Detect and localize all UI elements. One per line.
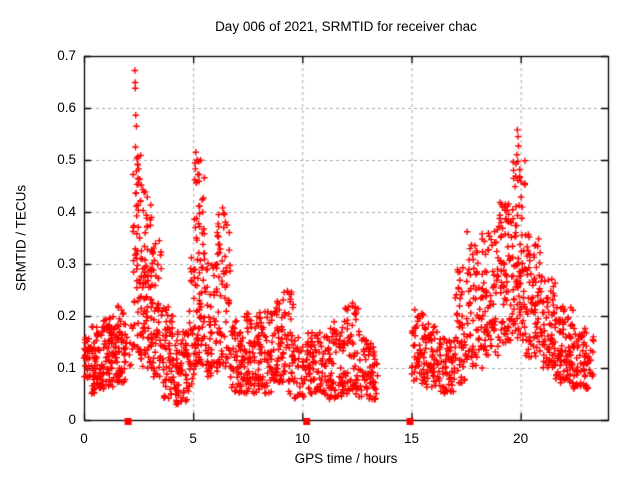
y-tick-label: 0.1 bbox=[57, 360, 76, 375]
x-tick-label: 20 bbox=[513, 431, 529, 446]
y-tick-label: 0 bbox=[68, 412, 76, 427]
x-tick-label: 15 bbox=[403, 431, 420, 446]
y-tick-label: 0.6 bbox=[57, 100, 76, 115]
y-tick-label: 0.5 bbox=[57, 152, 76, 167]
x-tick-label: 10 bbox=[294, 431, 310, 446]
y-tick-label: 0.7 bbox=[57, 48, 76, 63]
chart-title: Day 006 of 2021, SRMTID for receiver cha… bbox=[215, 19, 477, 34]
y-tick-label: 0.2 bbox=[57, 308, 76, 323]
x-tick-label: 5 bbox=[189, 431, 197, 446]
y-tick-label: 0.4 bbox=[57, 204, 76, 219]
y-axis-title: SRMTID / TECUs bbox=[13, 184, 29, 292]
y-tick-label: 0.3 bbox=[57, 256, 76, 271]
x-axis-title: GPS time / hours bbox=[294, 451, 398, 466]
x-tick-label: 0 bbox=[80, 431, 88, 446]
